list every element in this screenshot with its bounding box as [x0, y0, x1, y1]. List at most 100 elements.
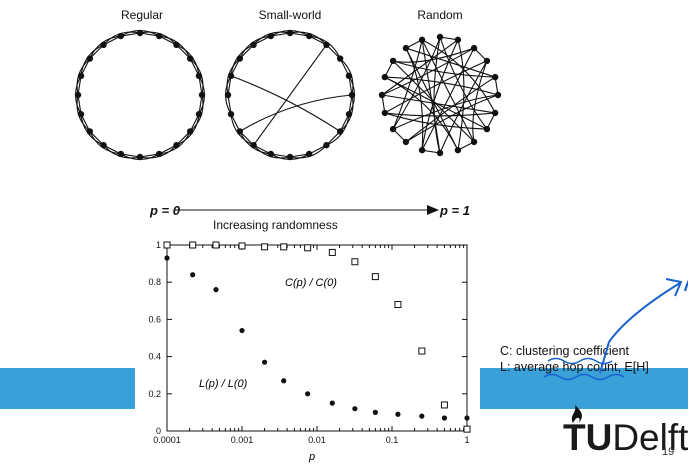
random-network-node	[454, 36, 462, 44]
random-network-node	[470, 138, 478, 146]
regular-network-node	[100, 41, 107, 49]
hop-count-note: L: average hop count, E[H]	[500, 360, 649, 374]
small-world-network-node	[250, 141, 257, 149]
path-length-point	[464, 415, 470, 421]
path-length-point	[239, 327, 245, 334]
small-world-network-node	[227, 72, 235, 80]
regular-network-node	[155, 150, 163, 158]
small-world-network-node	[345, 72, 353, 80]
random-network-node	[418, 36, 426, 44]
small-world-network-node	[348, 91, 356, 99]
x-tick-label: 1	[464, 435, 469, 445]
path-length-point	[305, 391, 311, 397]
small-world-network-node	[336, 128, 344, 135]
clustering-point	[418, 347, 426, 355]
random-network-node	[418, 146, 426, 154]
random-network-node	[378, 91, 386, 99]
random-network-node	[381, 109, 389, 117]
series-label-l: L(p) / L(0)	[199, 378, 248, 390]
small-world-network-node	[236, 55, 244, 62]
clustering-point	[189, 241, 197, 249]
x-tick-label: 0.1	[386, 435, 399, 445]
regular-network-title: Regular	[120, 8, 164, 22]
small-world-network-node	[323, 141, 330, 149]
regular-network-node	[117, 150, 125, 158]
chart-marks	[163, 241, 471, 433]
random-network-node	[381, 73, 389, 81]
random-network-node	[389, 57, 397, 65]
path-length-point	[329, 400, 335, 406]
regular-network-node	[186, 128, 194, 135]
small-world-network-node	[336, 55, 344, 62]
small-world-network-node	[267, 32, 275, 40]
random-network-node	[483, 57, 491, 65]
flame-icon	[571, 405, 582, 423]
regular-network-diagram	[74, 29, 206, 161]
y-tick-label: 0.8	[148, 277, 161, 287]
small-world-network-node	[305, 150, 313, 158]
random-network-node	[494, 91, 502, 99]
random-network-node	[402, 44, 410, 52]
y-tick-label: 0.2	[148, 389, 161, 399]
random-network-title: Random	[417, 8, 463, 22]
random-network-node	[491, 73, 499, 81]
regular-network-node	[74, 91, 82, 99]
regular-network-node	[117, 32, 125, 40]
clustering-point	[163, 241, 171, 249]
small-world-network-title: Small-world	[258, 8, 322, 22]
y-tick-label: 0	[156, 426, 161, 436]
delft-wordmark: Delft	[612, 417, 688, 458]
network-diagrams	[74, 29, 502, 161]
regular-network-node	[136, 29, 144, 37]
path-length-point	[441, 415, 448, 421]
handwritten-annotation	[543, 278, 688, 381]
small-world-network-node	[305, 32, 313, 40]
clustering-point	[371, 273, 379, 281]
small-world-network-node	[286, 29, 294, 37]
clustering-note: C: clustering coefficient	[500, 344, 629, 358]
regular-network-node	[195, 110, 203, 118]
path-length-point	[419, 413, 425, 419]
x-tick-label: 0.01	[308, 435, 326, 445]
randomness-arrow	[175, 205, 439, 215]
small-world-network-node	[323, 41, 330, 49]
p-one-label: p = 1	[440, 203, 470, 218]
page-number: 19	[662, 446, 675, 458]
clustering-point	[440, 401, 448, 409]
clustering-point	[463, 425, 471, 433]
chart-ticks: 0.0001 0.001 0.01 0.1 1 0 0.2 0.4 0.6 0.8 1	[148, 240, 469, 445]
random-network-node	[389, 125, 397, 133]
clustering-pathlength-chart: 0.0001 0.001 0.01 0.1 1 0 0.2 0.4 0.6 0.8 1 C(p) /…	[148, 240, 471, 463]
regular-network-node	[77, 110, 85, 118]
random-network-diagram	[378, 33, 502, 157]
clustering-point	[304, 244, 312, 252]
random-network-node	[470, 44, 478, 52]
small-world-network-node	[224, 91, 232, 99]
chart-frame	[166, 244, 468, 432]
x-axis-label: p	[308, 451, 315, 463]
path-length-point	[261, 359, 268, 365]
clustering-point	[351, 258, 359, 266]
random-network-node	[454, 146, 462, 154]
regular-network-node	[198, 91, 206, 99]
plot-area	[166, 244, 468, 432]
small-world-network-diagram	[224, 29, 356, 161]
regular-network-node	[173, 141, 180, 149]
accent-band-left	[0, 368, 135, 409]
path-length-point	[213, 287, 219, 293]
small-world-network-node	[227, 110, 235, 118]
path-length-point	[395, 411, 401, 417]
regular-network-node	[186, 55, 194, 62]
regular-network-node	[77, 72, 85, 80]
small-world-network-node	[345, 110, 353, 118]
y-tick-label: 0.6	[148, 314, 161, 324]
random-network-node	[491, 109, 499, 117]
p-zero-label: p = 0	[150, 203, 180, 218]
clustering-point	[328, 248, 336, 256]
small-world-network-node	[250, 41, 257, 49]
series-label-c: C(p) / C(0)	[285, 277, 337, 289]
path-length-point	[190, 272, 196, 278]
y-tick-label: 0.4	[148, 352, 161, 362]
regular-network-node	[155, 32, 163, 40]
small-world-network-node	[286, 153, 294, 161]
